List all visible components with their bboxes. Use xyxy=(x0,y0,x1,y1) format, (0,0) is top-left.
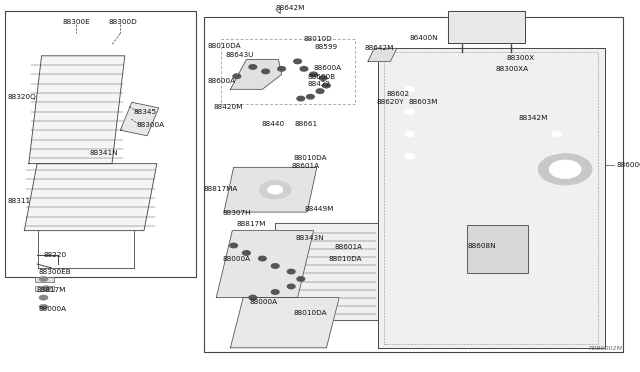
Bar xyxy=(5,11,196,277)
Text: 88300D: 88300D xyxy=(109,19,138,25)
Circle shape xyxy=(259,256,266,261)
Circle shape xyxy=(278,67,285,71)
Circle shape xyxy=(404,86,415,92)
Polygon shape xyxy=(120,102,159,136)
Text: 88600A: 88600A xyxy=(314,65,342,71)
Text: 88420M: 88420M xyxy=(214,104,243,110)
Circle shape xyxy=(404,109,415,115)
Text: 88345: 88345 xyxy=(133,109,156,115)
Text: 88600A: 88600A xyxy=(208,78,236,84)
Circle shape xyxy=(287,284,295,289)
Text: 88449M: 88449M xyxy=(305,206,334,212)
Circle shape xyxy=(310,72,317,77)
Circle shape xyxy=(249,65,257,69)
Text: 88341N: 88341N xyxy=(90,150,118,155)
Text: 88620Y: 88620Y xyxy=(376,99,404,105)
Text: 88311: 88311 xyxy=(8,198,31,204)
Text: 88600Q: 88600Q xyxy=(616,162,640,168)
Polygon shape xyxy=(448,11,525,43)
Circle shape xyxy=(294,59,301,64)
Polygon shape xyxy=(216,231,314,298)
Bar xyxy=(221,39,355,104)
Circle shape xyxy=(323,83,330,88)
Text: 88817M: 88817M xyxy=(36,287,66,293)
Circle shape xyxy=(300,67,308,71)
Circle shape xyxy=(271,290,279,294)
Text: 88817M: 88817M xyxy=(237,221,266,227)
Text: 88608N: 88608N xyxy=(467,243,496,248)
Text: 88601A: 88601A xyxy=(291,163,319,169)
Circle shape xyxy=(262,69,269,74)
Text: 88010DA: 88010DA xyxy=(293,155,327,161)
Text: 88010DA: 88010DA xyxy=(293,310,327,316)
Text: 88602: 88602 xyxy=(387,91,410,97)
Circle shape xyxy=(297,96,305,101)
Text: 88000A: 88000A xyxy=(223,256,251,262)
Circle shape xyxy=(538,154,592,185)
Circle shape xyxy=(297,277,305,281)
Circle shape xyxy=(319,76,327,80)
Bar xyxy=(35,277,54,282)
Circle shape xyxy=(39,304,48,310)
Text: 88440: 88440 xyxy=(261,121,284,126)
Text: 88300XA: 88300XA xyxy=(496,66,529,72)
Polygon shape xyxy=(29,56,125,164)
Text: 88010D: 88010D xyxy=(304,36,333,42)
Circle shape xyxy=(42,286,51,291)
Circle shape xyxy=(316,89,324,93)
Text: 88601A: 88601A xyxy=(335,244,363,250)
Circle shape xyxy=(39,276,48,282)
Text: 88343N: 88343N xyxy=(296,235,324,241)
Circle shape xyxy=(259,180,291,199)
Text: 88010DA: 88010DA xyxy=(208,44,242,49)
Circle shape xyxy=(243,251,250,255)
Bar xyxy=(35,286,54,291)
Text: 88000A: 88000A xyxy=(250,299,278,305)
Text: 88643U: 88643U xyxy=(226,52,254,58)
Text: 88817MA: 88817MA xyxy=(204,186,238,192)
Text: R0B0002M: R0B0002M xyxy=(589,346,623,352)
Text: 88220: 88220 xyxy=(44,252,67,258)
Text: 88300A: 88300A xyxy=(136,122,164,128)
Text: 88599: 88599 xyxy=(315,44,338,50)
Circle shape xyxy=(404,131,415,137)
Circle shape xyxy=(404,153,415,159)
Circle shape xyxy=(552,131,562,137)
Bar xyxy=(204,17,623,352)
Circle shape xyxy=(230,243,237,248)
Circle shape xyxy=(233,74,241,78)
Circle shape xyxy=(307,94,314,99)
Circle shape xyxy=(549,160,581,179)
Text: 88300X: 88300X xyxy=(507,55,535,61)
Circle shape xyxy=(249,295,257,300)
Text: 88320Q: 88320Q xyxy=(8,94,36,100)
Text: 88342M: 88342M xyxy=(518,115,548,121)
Circle shape xyxy=(287,269,295,274)
Text: 88661: 88661 xyxy=(294,121,317,126)
Text: 88422: 88422 xyxy=(307,81,330,87)
Polygon shape xyxy=(378,48,605,348)
Text: 88307H: 88307H xyxy=(223,210,252,216)
Text: 88603M: 88603M xyxy=(408,99,438,105)
Text: 88642M: 88642M xyxy=(365,45,394,51)
Text: 86400N: 86400N xyxy=(410,35,438,41)
Polygon shape xyxy=(230,60,282,89)
Text: 88600B: 88600B xyxy=(307,74,335,80)
Text: 88300E: 88300E xyxy=(63,19,90,25)
Circle shape xyxy=(552,153,562,159)
Text: 88300EB: 88300EB xyxy=(38,269,71,275)
Circle shape xyxy=(39,295,48,300)
Polygon shape xyxy=(368,48,397,61)
Polygon shape xyxy=(224,167,317,212)
Bar xyxy=(467,225,528,273)
Text: 88010DA: 88010DA xyxy=(328,256,362,262)
Polygon shape xyxy=(230,298,339,348)
Text: 88000A: 88000A xyxy=(38,306,67,312)
Polygon shape xyxy=(24,164,157,231)
Circle shape xyxy=(271,264,279,268)
Polygon shape xyxy=(275,223,378,320)
Circle shape xyxy=(268,185,283,194)
Text: 88642M: 88642M xyxy=(275,5,305,11)
